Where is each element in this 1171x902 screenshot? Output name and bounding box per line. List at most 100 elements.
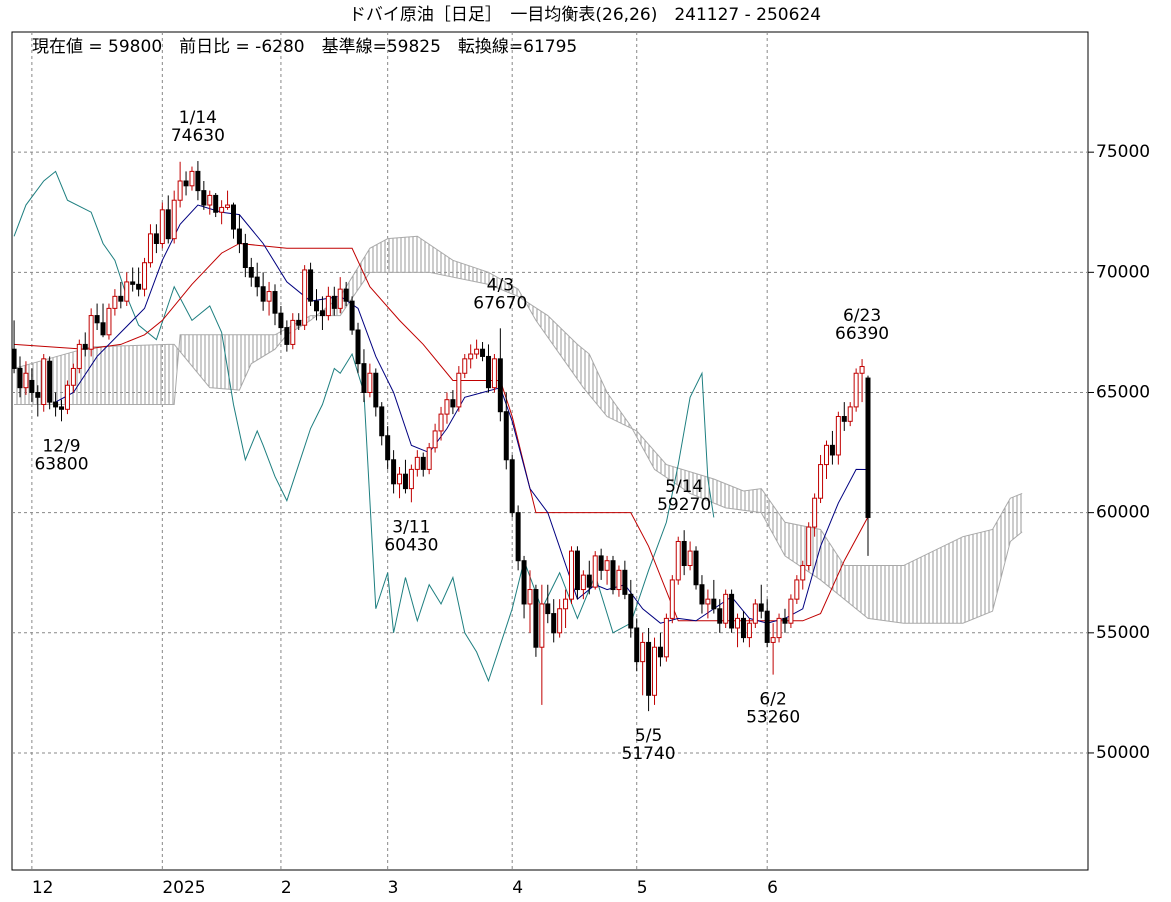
y-tick-label: 65000 bbox=[1096, 382, 1150, 402]
annotation-value: 59270 bbox=[657, 495, 711, 515]
candle-body bbox=[391, 459, 397, 485]
candle-body bbox=[17, 367, 23, 389]
candle-body bbox=[515, 512, 521, 562]
candle-body bbox=[634, 627, 640, 663]
candle-body bbox=[23, 372, 29, 389]
candle-body bbox=[628, 593, 634, 629]
candle-body bbox=[308, 269, 314, 302]
candle-body bbox=[47, 360, 53, 403]
candle-body bbox=[397, 473, 403, 485]
candle-body bbox=[764, 610, 770, 643]
candle-body bbox=[592, 555, 598, 588]
candle-body bbox=[539, 603, 545, 648]
candle-body bbox=[729, 593, 735, 629]
candle-body bbox=[782, 617, 788, 624]
candle-body bbox=[230, 204, 236, 230]
candle-body bbox=[705, 598, 711, 605]
candle-body bbox=[669, 579, 675, 619]
candle-body bbox=[402, 473, 408, 490]
candle-body bbox=[100, 322, 106, 336]
candle-body bbox=[776, 617, 782, 639]
candle-body bbox=[568, 550, 574, 600]
candle-body bbox=[408, 468, 414, 490]
candle-body bbox=[124, 281, 130, 302]
candle-body bbox=[462, 358, 468, 374]
candle-body bbox=[646, 641, 652, 696]
candle-body bbox=[444, 399, 450, 415]
candle-body bbox=[456, 372, 462, 408]
candle-body bbox=[112, 295, 118, 309]
candle-body bbox=[242, 242, 248, 269]
candle-body bbox=[207, 194, 213, 206]
candle-body bbox=[118, 295, 124, 302]
x-tick-label: 2 bbox=[281, 878, 292, 898]
candle-body bbox=[136, 283, 142, 290]
candle-body bbox=[794, 579, 800, 600]
candle-body bbox=[272, 291, 278, 314]
candle-body bbox=[213, 194, 219, 213]
annotation-date: 5/14 bbox=[665, 477, 703, 497]
annotation-date: 3/11 bbox=[392, 517, 430, 537]
candle-body bbox=[325, 295, 331, 317]
candle-body bbox=[420, 456, 426, 470]
candle-body bbox=[177, 180, 183, 201]
candle-body bbox=[610, 560, 616, 591]
cloud-area bbox=[14, 236, 1023, 624]
x-tick-label: 4 bbox=[512, 878, 523, 898]
candle-body bbox=[521, 560, 527, 605]
candle-body bbox=[622, 569, 628, 595]
candle-body bbox=[248, 267, 254, 278]
candle-body bbox=[533, 589, 539, 648]
candle-body bbox=[183, 180, 189, 187]
candle-body bbox=[225, 204, 231, 208]
candle-body bbox=[142, 262, 148, 290]
candle-body bbox=[758, 603, 764, 612]
candle-body bbox=[800, 565, 806, 581]
y-tick-label: 60000 bbox=[1096, 503, 1150, 523]
candle-body bbox=[752, 603, 758, 624]
candle-body bbox=[426, 447, 432, 470]
candle-body bbox=[367, 372, 373, 393]
plot-frame bbox=[11, 31, 1089, 871]
candle-body bbox=[746, 622, 752, 639]
candle-body bbox=[853, 372, 859, 408]
annotation-value: 67670 bbox=[473, 293, 527, 313]
candle-body bbox=[147, 233, 153, 264]
candle-body bbox=[438, 413, 444, 432]
candle-body bbox=[865, 377, 871, 518]
candle-body bbox=[574, 550, 580, 591]
annotation-date: 12/9 bbox=[42, 436, 80, 456]
candle-body bbox=[740, 617, 746, 639]
candle-body bbox=[343, 288, 349, 302]
candle-body bbox=[859, 366, 865, 374]
candle-body bbox=[414, 456, 420, 470]
candle-body bbox=[604, 560, 610, 571]
candle-body bbox=[432, 430, 438, 449]
annotation-date: 1/14 bbox=[179, 108, 217, 128]
candle-body bbox=[450, 399, 456, 408]
candle-body bbox=[503, 411, 509, 461]
candle-body bbox=[11, 348, 17, 369]
annotation-date: 6/23 bbox=[843, 306, 881, 326]
candle-body bbox=[823, 444, 829, 466]
candle-body bbox=[349, 300, 355, 331]
candle-body bbox=[94, 315, 100, 324]
chart-title: ドバイ原油［日足］ 一目均衡表(26,26) 241127 - 250624 bbox=[349, 5, 821, 25]
candle-body bbox=[373, 372, 379, 408]
candle-body bbox=[640, 641, 646, 663]
candle-body bbox=[841, 416, 847, 422]
candle-body bbox=[474, 348, 480, 355]
candle-body bbox=[723, 593, 729, 624]
annotation-value: 51740 bbox=[622, 744, 676, 764]
candle-body bbox=[385, 435, 391, 461]
x-tick-label: 5 bbox=[637, 878, 648, 898]
candle-body bbox=[260, 286, 266, 302]
candle-body bbox=[130, 281, 136, 285]
candle-body bbox=[29, 379, 35, 393]
annotation-value: 66390 bbox=[835, 324, 889, 344]
candle-body bbox=[663, 617, 669, 658]
candle-body bbox=[236, 228, 242, 244]
candle-body bbox=[106, 307, 112, 336]
candle-body bbox=[284, 327, 290, 345]
